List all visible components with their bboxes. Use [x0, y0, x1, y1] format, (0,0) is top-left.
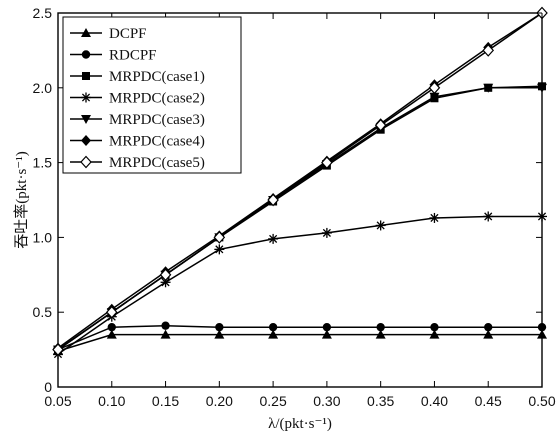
- legend: DCPF RDCPF MRPDC(case1) MRPDC(case2) MRPDC(c…: [62, 16, 242, 174]
- series-triangle: [53, 329, 547, 356]
- x-tick-label: 0.25: [259, 393, 286, 409]
- legend-entry: RDCPF: [70, 48, 157, 64]
- series-layer: [52, 6, 548, 360]
- legend-marker: [81, 115, 91, 124]
- data-point: [52, 343, 64, 356]
- legend-marker: [81, 92, 91, 103]
- series-diamond-open: [52, 6, 548, 356]
- legend-marker: [81, 135, 91, 146]
- data-point: [321, 227, 332, 238]
- data-point: [482, 44, 495, 57]
- series-line: [57, 333, 542, 352]
- ticks-layer: 0.05 0.10 0.15 0.20 0.25 0.30 0.35 0.40 0.45 0.50…: [33, 5, 556, 409]
- data-point: [430, 322, 439, 332]
- y-tick-label: 1.5: [33, 155, 53, 171]
- data-point: [429, 329, 440, 339]
- data-point: [161, 321, 170, 330]
- series-circle: [53, 321, 547, 354]
- data-point: [375, 220, 386, 231]
- x-tick-label: 0.15: [152, 393, 179, 409]
- data-point: [213, 231, 226, 244]
- legend-label: MRPDC(case3): [109, 112, 205, 128]
- x-tick-label: 0.50: [528, 393, 555, 409]
- legend-entry: MRPDC(case5): [70, 155, 205, 171]
- data-point: [483, 83, 494, 93]
- data-point: [428, 81, 441, 95]
- data-point: [267, 193, 279, 207]
- data-point: [537, 322, 547, 332]
- data-point: [268, 322, 278, 332]
- legend-entry: MRPDC(case1): [70, 69, 205, 85]
- y-tick-label: 0.5: [33, 304, 53, 320]
- data-point: [107, 322, 116, 332]
- legend-entry: DCPF: [70, 26, 147, 42]
- series-asterisk: [53, 211, 547, 360]
- data-point: [159, 268, 172, 282]
- data-point: [268, 233, 279, 244]
- data-point: [483, 329, 494, 339]
- data-point: [483, 211, 494, 222]
- y-axis-title: 吞吐率(pkt·s⁻¹): [13, 151, 30, 248]
- series-line: [57, 12, 543, 351]
- data-point: [429, 92, 440, 102]
- data-point: [268, 329, 279, 339]
- data-point: [374, 118, 387, 132]
- series-line: [57, 12, 543, 349]
- data-point: [429, 212, 440, 223]
- x-tick-label: 0.20: [206, 393, 233, 409]
- y-tick-label: 2.5: [33, 5, 53, 21]
- data-point: [537, 211, 547, 222]
- series-line: [57, 215, 542, 355]
- legend-entries: DCPF RDCPF MRPDC(case1) MRPDC(case2) MRPDC(c…: [70, 26, 205, 171]
- data-point: [537, 329, 547, 339]
- data-point: [375, 329, 386, 339]
- legend-label: MRPDC(case1): [109, 69, 205, 85]
- data-point: [214, 329, 225, 339]
- series-line: [57, 324, 542, 351]
- data-point: [160, 329, 171, 339]
- data-point: [321, 156, 333, 169]
- legend-label: MRPDC(case5): [109, 155, 205, 171]
- y-tick-label: 1.0: [33, 229, 53, 245]
- y-tick-label: 2.0: [33, 80, 53, 96]
- data-point: [105, 305, 118, 319]
- data-point: [322, 322, 332, 332]
- x-tick-label: 0.40: [421, 393, 448, 409]
- legend-label: MRPDC(case4): [109, 134, 205, 150]
- x-axis-title: λ/(pkt·s⁻¹): [268, 416, 332, 432]
- data-point: [106, 329, 117, 339]
- x-tick-label: 0.30: [313, 393, 340, 409]
- plot-frame: [57, 12, 543, 388]
- legend-marker: [81, 28, 91, 37]
- data-point: [484, 322, 493, 332]
- data-point: [215, 322, 224, 332]
- legend-marker: [81, 50, 91, 59]
- data-point: [321, 329, 332, 339]
- legend-marker: [80, 155, 92, 169]
- legend-marker: [82, 72, 90, 80]
- legend-label: MRPDC(case2): [109, 91, 205, 107]
- x-tick-label: 0.45: [475, 393, 502, 409]
- y-tick-label: 0: [44, 379, 52, 395]
- data-point: [376, 322, 385, 332]
- legend-label: RDCPF: [109, 48, 157, 64]
- legend-entry: MRPDC(case4): [70, 134, 205, 150]
- x-tick-label: 0.05: [44, 393, 71, 409]
- data-point: [214, 244, 225, 255]
- legend-entry: MRPDC(case3): [70, 112, 205, 128]
- legend-entry: MRPDC(case2): [70, 91, 205, 107]
- legend-label: DCPF: [109, 26, 147, 42]
- x-tick-label: 0.35: [367, 393, 394, 409]
- legend-box: [62, 16, 242, 174]
- x-tick-label: 0.10: [98, 393, 125, 409]
